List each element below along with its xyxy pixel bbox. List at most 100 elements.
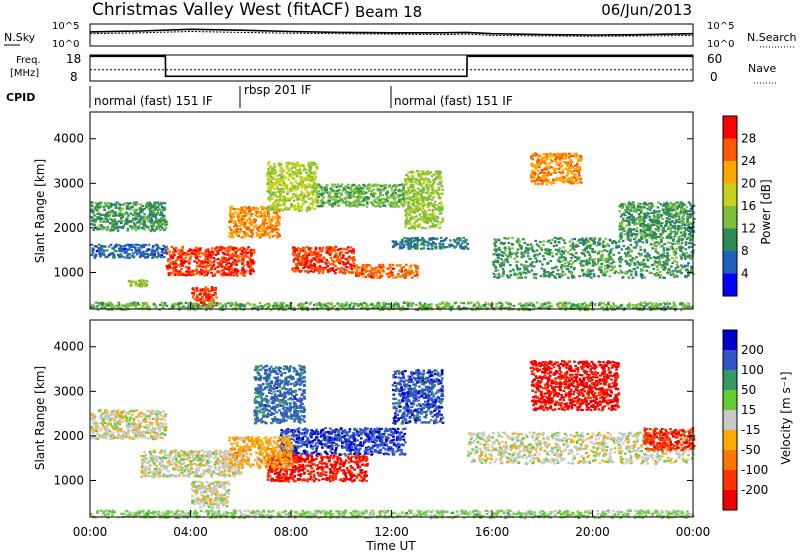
heatmap-cell xyxy=(574,164,578,167)
heatmap-cell xyxy=(353,188,356,191)
heatmap-cell xyxy=(268,174,271,177)
heatmap-cell xyxy=(164,249,168,252)
heatmap-cell xyxy=(545,168,549,171)
heatmap-cell xyxy=(671,270,674,273)
heatmap-cell xyxy=(90,253,94,256)
heatmap-cell xyxy=(546,175,549,178)
heatmap-cell xyxy=(579,262,583,265)
heatmap-cell xyxy=(649,271,653,274)
heatmap-cell xyxy=(643,262,646,265)
heatmap-cell xyxy=(112,247,115,250)
heatmap-cell xyxy=(681,246,685,249)
heatmap-cell xyxy=(290,185,294,188)
heatmap-cell xyxy=(665,247,669,250)
heatmap-cell xyxy=(558,158,562,161)
heatmap-cell xyxy=(561,175,565,178)
heatmap-cell xyxy=(272,169,275,172)
heatmap-cell xyxy=(412,180,416,183)
heatmap-cell xyxy=(413,189,417,192)
heatmap-cell xyxy=(167,258,170,261)
heatmap-cell xyxy=(408,210,412,213)
heatmap-cell xyxy=(172,260,176,263)
heatmap-cell xyxy=(416,218,420,221)
heatmap-cell xyxy=(320,187,324,190)
heatmap-cell xyxy=(559,161,562,164)
heatmap-cell xyxy=(297,170,300,173)
heatmap-cell xyxy=(269,230,272,234)
heatmap-cell xyxy=(299,193,303,196)
heatmap-cell xyxy=(352,202,355,205)
cpid-segment-3: normal (fast) 151 IF xyxy=(394,94,513,108)
heatmap-cell xyxy=(662,276,665,279)
heatmap-cell xyxy=(434,224,438,227)
heatmap-cell xyxy=(415,267,418,270)
heatmap-cell xyxy=(305,177,308,180)
heatmap-cell xyxy=(382,189,385,192)
heatmap-cell xyxy=(251,259,254,262)
heatmap-cell xyxy=(157,227,160,230)
heatmap-cell xyxy=(231,261,235,264)
heatmap-cell xyxy=(676,275,679,278)
heatmap-cell xyxy=(551,238,554,241)
heatmap-cell xyxy=(301,203,305,206)
heatmap-cell xyxy=(465,246,468,249)
heatmap-cell xyxy=(407,242,410,245)
heatmap-cell xyxy=(165,252,169,255)
heatmap-cell xyxy=(565,163,569,166)
heatmap-cell xyxy=(190,251,194,254)
heatmap-cell xyxy=(405,174,408,177)
heatmap-cell xyxy=(619,265,622,268)
heatmap-cell xyxy=(222,271,226,275)
heatmap-cell xyxy=(119,203,122,207)
heatmap-cell xyxy=(146,215,150,218)
heatmap-cell xyxy=(207,269,210,272)
heatmap-cell xyxy=(458,237,462,240)
heatmap-cell xyxy=(142,219,146,222)
heatmap-cell xyxy=(151,211,155,214)
heatmap-cell xyxy=(643,236,647,239)
heatmap-cell xyxy=(282,190,286,193)
heatmap-cell xyxy=(223,259,227,262)
heatmap-cell xyxy=(393,243,397,246)
heatmap-cell xyxy=(420,219,423,222)
heatmap-cell xyxy=(416,182,419,185)
heatmap-cell xyxy=(334,199,337,202)
heatmap-cell xyxy=(275,207,279,210)
heatmap-cell xyxy=(685,237,689,240)
heatmap-cell xyxy=(496,259,500,262)
heatmap-cell xyxy=(637,238,641,241)
heatmap-cell xyxy=(275,211,278,215)
heatmap-cell xyxy=(576,239,580,242)
heatmap-cell xyxy=(293,208,296,212)
heatmap-cell xyxy=(560,256,564,259)
heatmap-cell xyxy=(140,208,143,211)
heatmap-cell xyxy=(228,255,232,258)
heatmap-cell xyxy=(111,211,114,214)
heatmap-cell xyxy=(340,193,343,196)
heatmap-cell xyxy=(374,205,377,208)
heatmap-cell xyxy=(249,272,253,276)
heatmap-cell xyxy=(677,221,680,224)
heatmap-cell xyxy=(413,243,417,246)
heatmap-cell xyxy=(356,190,359,193)
heatmap-cell xyxy=(561,171,565,174)
heatmap-cell xyxy=(550,182,553,185)
heatmap-cell xyxy=(214,258,217,261)
heatmap-cell xyxy=(441,219,445,222)
heatmap-cell xyxy=(535,153,538,156)
heatmap-cell xyxy=(274,191,277,194)
heatmap-cell xyxy=(550,273,554,276)
heatmap-cell xyxy=(233,225,236,228)
heatmap-cell xyxy=(565,178,569,181)
heatmap-cell xyxy=(239,211,243,214)
heatmap-cell xyxy=(159,220,162,223)
heatmap-cell xyxy=(680,241,684,244)
heatmap-cell xyxy=(305,185,309,188)
heatmap-cell xyxy=(623,229,626,232)
heatmap-cell xyxy=(147,220,150,223)
heatmap-cell xyxy=(308,202,312,205)
heatmap-cell xyxy=(413,274,417,277)
heatmap-cell xyxy=(273,206,277,209)
heatmap-cell xyxy=(123,256,126,259)
heatmap-cell xyxy=(335,186,338,189)
